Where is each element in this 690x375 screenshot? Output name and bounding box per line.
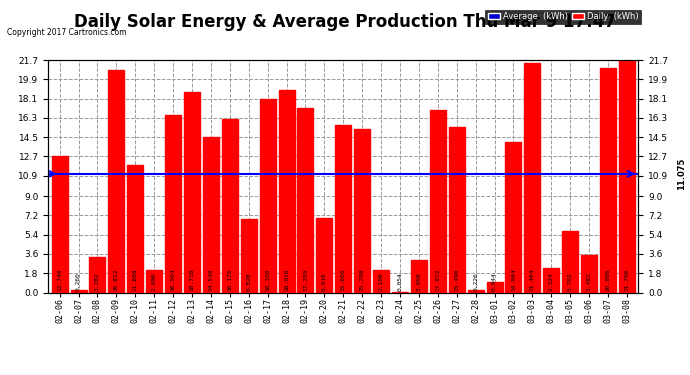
Text: 0.260: 0.260	[76, 272, 81, 291]
Bar	[448, 126, 465, 292]
Text: 15.490: 15.490	[454, 268, 460, 291]
Bar	[165, 115, 181, 292]
Bar	[316, 218, 333, 292]
Bar	[486, 282, 502, 292]
Text: 21.464: 21.464	[530, 268, 535, 291]
Bar	[524, 63, 540, 292]
Text: Daily Solar Energy & Average Production Thu Mar 9 17:47: Daily Solar Energy & Average Production …	[74, 13, 616, 31]
Text: 14.044: 14.044	[511, 268, 516, 291]
Bar	[373, 270, 389, 292]
Bar	[297, 108, 313, 292]
Bar	[562, 231, 578, 292]
Text: 6.828: 6.828	[246, 272, 251, 291]
Text: 11.868: 11.868	[132, 268, 138, 291]
Text: 3.282: 3.282	[95, 272, 100, 291]
Text: 20.812: 20.812	[114, 268, 119, 291]
Text: 20.986: 20.986	[606, 268, 611, 291]
Text: 16.564: 16.564	[170, 268, 175, 291]
Text: 0.944: 0.944	[492, 272, 497, 291]
Bar	[127, 165, 144, 292]
Text: 0.054: 0.054	[397, 272, 402, 291]
Text: 2.090: 2.090	[152, 272, 157, 291]
Text: 17.250: 17.250	[303, 268, 308, 291]
Text: 18.910: 18.910	[284, 268, 289, 291]
Text: 14.540: 14.540	[208, 268, 213, 291]
Bar	[90, 257, 106, 292]
Bar	[259, 99, 276, 292]
Text: 16.176: 16.176	[227, 268, 233, 291]
Text: 12.740: 12.740	[57, 268, 62, 291]
Text: 15.666: 15.666	[341, 268, 346, 291]
Bar	[619, 60, 635, 292]
Text: 18.718: 18.718	[190, 268, 195, 291]
Bar	[146, 270, 162, 292]
Text: 2.106: 2.106	[379, 272, 384, 291]
Text: 21.706: 21.706	[624, 268, 629, 291]
Bar	[600, 68, 616, 292]
Text: 0.226: 0.226	[473, 272, 478, 291]
Bar	[241, 219, 257, 292]
Bar	[581, 255, 597, 292]
Bar	[279, 90, 295, 292]
Bar	[468, 290, 484, 292]
Text: 18.100: 18.100	[265, 268, 270, 291]
Bar	[203, 137, 219, 292]
Bar	[335, 124, 351, 292]
Text: 3.058: 3.058	[416, 272, 422, 291]
Text: 2.324: 2.324	[549, 272, 554, 291]
Bar	[108, 69, 124, 292]
Text: 5.702: 5.702	[568, 272, 573, 291]
Text: 17.072: 17.072	[435, 268, 440, 291]
Text: 11.075: 11.075	[677, 158, 686, 190]
Bar	[52, 156, 68, 292]
Text: 6.916: 6.916	[322, 272, 327, 291]
Text: 3.482: 3.482	[586, 272, 591, 291]
Text: 15.298: 15.298	[359, 268, 365, 291]
Bar	[430, 110, 446, 292]
Bar	[505, 142, 522, 292]
Bar	[354, 129, 371, 292]
Bar	[70, 290, 86, 292]
Bar	[543, 268, 560, 292]
Bar	[221, 119, 238, 292]
Bar	[411, 260, 427, 292]
Text: Copyright 2017 Cartronics.com: Copyright 2017 Cartronics.com	[7, 28, 126, 37]
Legend: Average  (kWh), Daily  (kWh): Average (kWh), Daily (kWh)	[485, 10, 641, 24]
Bar	[184, 92, 200, 292]
